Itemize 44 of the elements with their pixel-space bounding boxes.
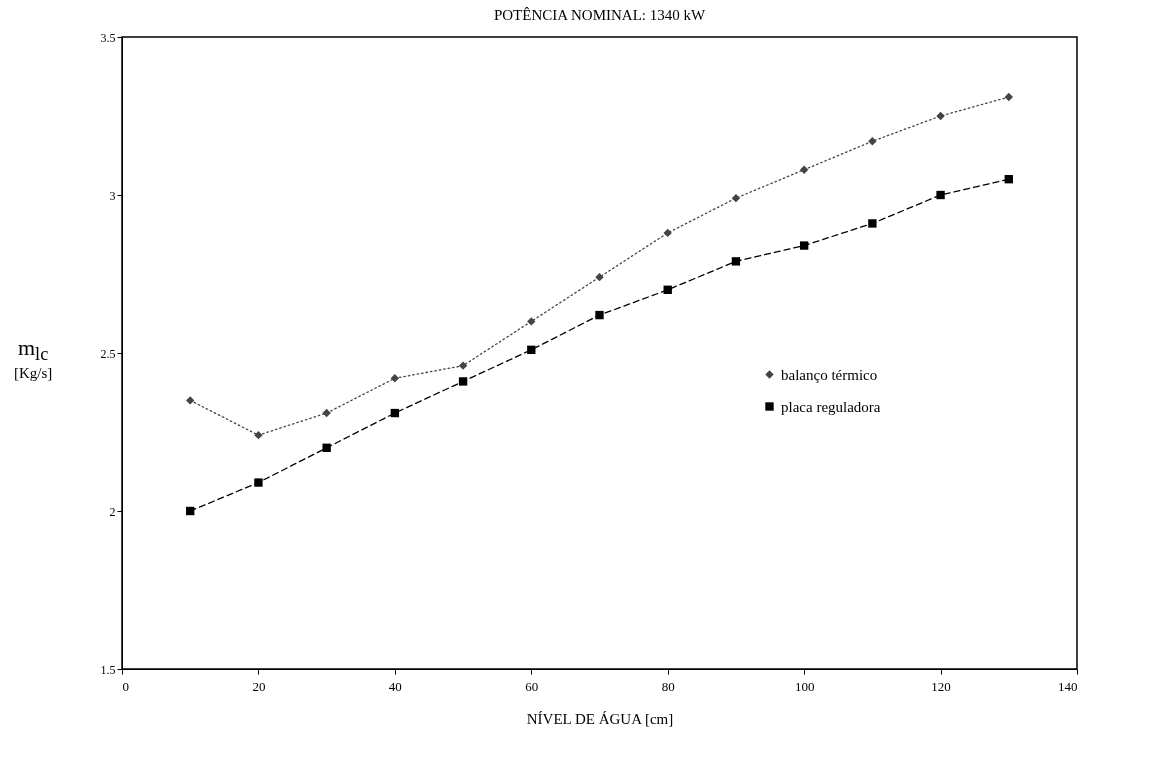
y-tick-label: 3.5 [100, 30, 116, 45]
point [1004, 92, 1013, 102]
x-axis-title: NÍVEL DE ÁGUA [cm] [526, 710, 674, 727]
point [1004, 175, 1013, 184]
legend-label: placa reguladora [781, 398, 881, 415]
x-tick-label: 40 [388, 678, 402, 694]
point [390, 374, 400, 383]
point [186, 396, 195, 405]
point [595, 272, 604, 282]
point [731, 193, 741, 203]
x-tick-label: 120 [931, 678, 951, 694]
point [595, 310, 604, 320]
point [458, 361, 468, 370]
y-axis-title: m$_{lc}$ [Kg/s] [14, 335, 53, 383]
x-tick-label: 80 [661, 678, 675, 694]
point [527, 317, 536, 326]
point [868, 137, 877, 146]
y-tick-label: 2 [109, 504, 116, 519]
point [868, 219, 877, 228]
point [322, 443, 331, 452]
point [186, 506, 195, 516]
point [254, 430, 263, 440]
y-tick-label: 1.5 [100, 662, 116, 677]
x-tick-label: 100 [794, 678, 815, 694]
x-tick-label: 140 [1058, 678, 1078, 694]
x-tick-label: 0 [122, 678, 129, 694]
point [731, 257, 741, 266]
y-tick-label: 2.5 [100, 346, 116, 361]
x-tick-label: 60 [525, 678, 539, 694]
point [390, 408, 400, 418]
point [799, 241, 809, 250]
point [799, 165, 809, 174]
point [254, 478, 263, 487]
point [663, 228, 672, 238]
chart-title: POTÊNCIA NOMINAL: 1340 kW [493, 7, 706, 23]
point [527, 345, 536, 355]
point [663, 285, 672, 294]
point [322, 408, 331, 418]
legend-label: balanço térmico [781, 366, 878, 383]
point [458, 377, 468, 386]
point [936, 111, 945, 121]
x-tick-label: 20 [252, 678, 266, 694]
y-tick-label: 3 [109, 188, 116, 203]
point [936, 190, 945, 200]
